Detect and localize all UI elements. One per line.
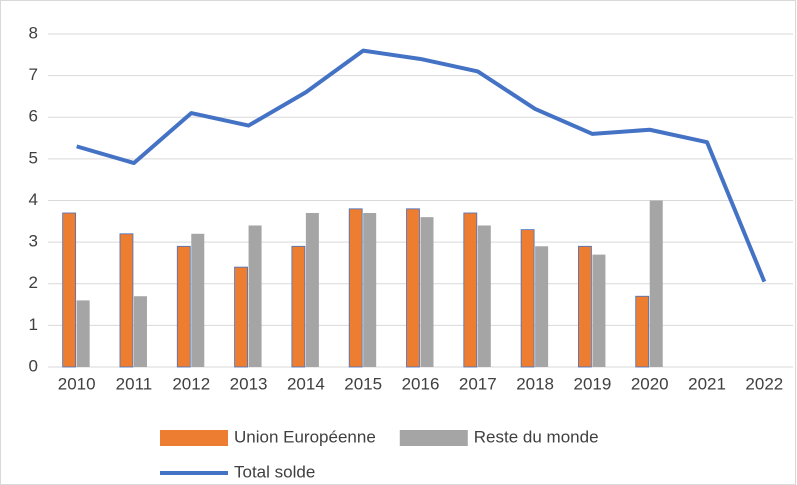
- x-tick-label: 2014: [287, 374, 325, 393]
- x-tick-label: 2013: [230, 374, 268, 393]
- bar: [363, 212, 377, 367]
- y-tick-label: 1: [29, 315, 38, 334]
- bar: [578, 245, 592, 368]
- bar: [520, 229, 535, 368]
- legend-label: Union Européenne: [234, 427, 376, 446]
- x-tick-label: 2012: [172, 374, 210, 393]
- y-tick-label: 5: [29, 148, 38, 167]
- bar: [463, 212, 478, 368]
- x-tick-label: 2010: [58, 374, 96, 393]
- y-tick-label: 3: [29, 232, 38, 251]
- bar: [592, 254, 606, 367]
- bar: [406, 208, 420, 368]
- bar: [291, 245, 306, 368]
- bar: [635, 295, 650, 368]
- bar: [76, 300, 90, 367]
- bar: [62, 212, 77, 368]
- bar: [133, 296, 147, 367]
- bar: [191, 233, 205, 367]
- y-tick-label: 7: [29, 65, 38, 84]
- legend-swatch: [399, 430, 468, 446]
- bar: [649, 200, 663, 367]
- x-tick-label: 2017: [459, 374, 497, 393]
- x-tick-label: 2022: [745, 374, 783, 393]
- y-tick-label: 6: [29, 107, 38, 126]
- bar: [248, 225, 262, 367]
- x-tick-label: 2019: [574, 374, 612, 393]
- bar: [420, 217, 434, 367]
- legend-label: Total solde: [234, 462, 315, 481]
- y-tick-label: 2: [29, 273, 38, 292]
- legend-swatch: [160, 430, 228, 446]
- bar: [348, 208, 363, 368]
- bar: [305, 212, 319, 367]
- x-tick-label: 2011: [116, 374, 153, 393]
- x-tick-label: 2016: [402, 374, 440, 393]
- line: [76, 48, 767, 283]
- bar: [176, 245, 191, 368]
- x-tick-label: 2015: [344, 374, 382, 393]
- x-tick-label: 2018: [516, 374, 554, 393]
- y-tick-label: 8: [29, 23, 38, 42]
- bar: [535, 246, 549, 367]
- x-tick-label: 2020: [631, 374, 669, 393]
- legend-label: Reste du monde: [474, 427, 599, 446]
- bar: [477, 225, 491, 367]
- bar: [119, 233, 134, 368]
- y-tick-label: 4: [29, 190, 38, 209]
- bar: [234, 266, 248, 368]
- y-tick-label: 0: [29, 356, 38, 375]
- x-tick-label: 2021: [688, 374, 726, 393]
